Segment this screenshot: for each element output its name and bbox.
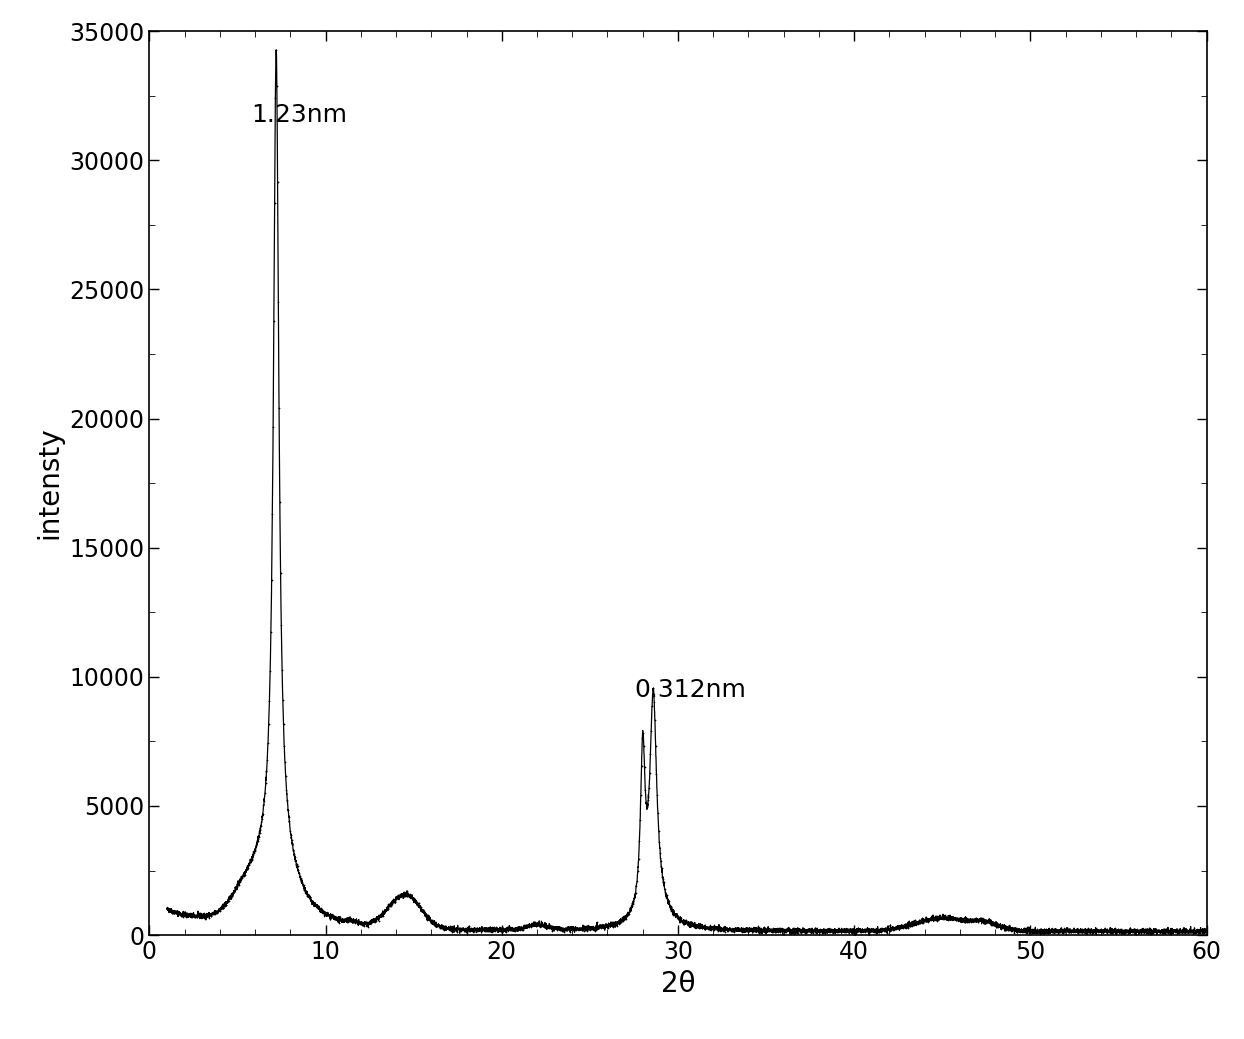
X-axis label: 2θ: 2θ <box>661 969 695 997</box>
Text: 0.312nm: 0.312nm <box>634 678 746 702</box>
Text: 1.23nm: 1.23nm <box>251 103 347 127</box>
Y-axis label: intensty: intensty <box>36 427 63 539</box>
